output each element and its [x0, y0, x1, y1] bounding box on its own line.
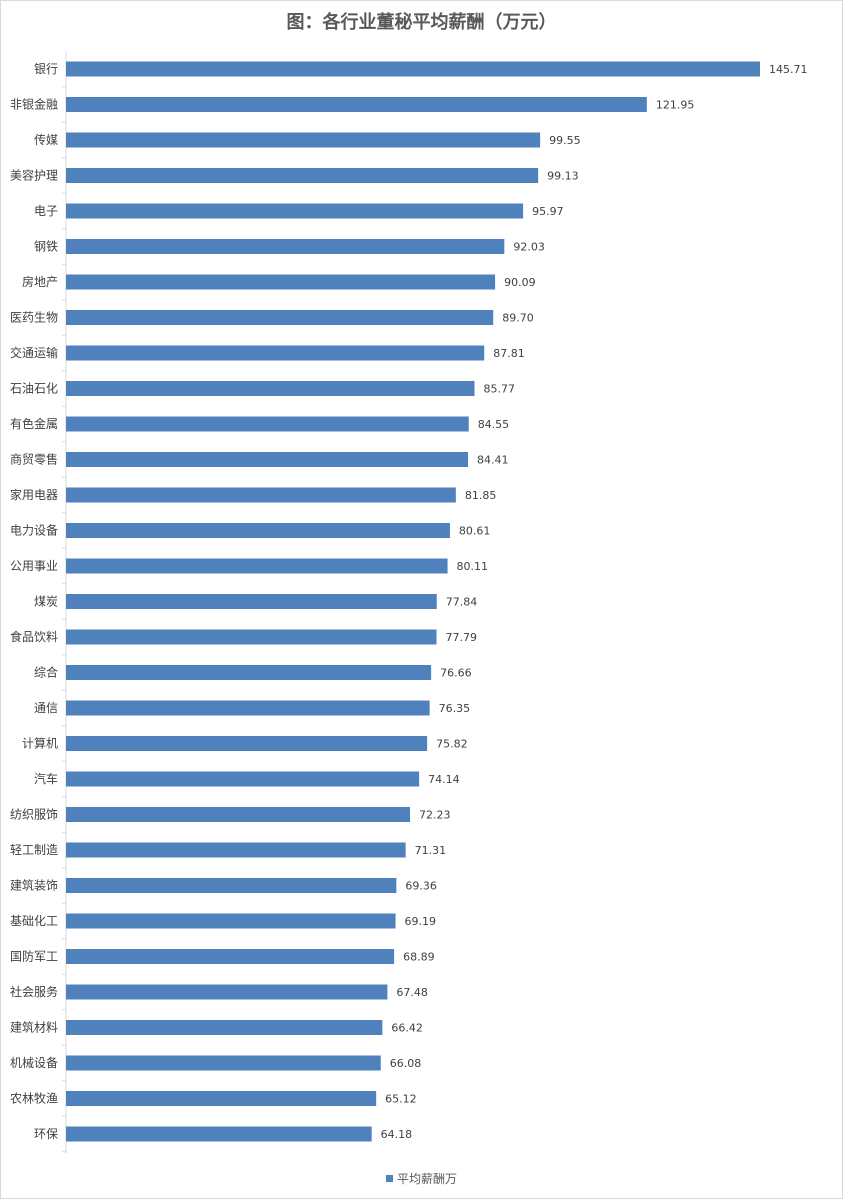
category-label: 食品饮料 [10, 629, 58, 644]
category-label: 环保 [34, 1127, 58, 1141]
category-label: 纺织服饰 [10, 808, 58, 822]
bar [66, 345, 485, 361]
legend-label: 平均薪酬万 [397, 1172, 458, 1186]
category-label: 计算机 [22, 736, 58, 751]
legend-swatch [386, 1175, 393, 1182]
data-label: 71.31 [415, 844, 447, 857]
data-label: 69.19 [405, 915, 437, 928]
bar [66, 416, 469, 432]
data-label: 81.85 [465, 489, 497, 502]
category-label: 机械设备 [10, 1055, 58, 1070]
data-label: 77.84 [446, 596, 478, 609]
bar [66, 807, 411, 822]
category-label: 建筑材料 [10, 1020, 58, 1035]
bar [66, 700, 430, 716]
data-label: 69.36 [405, 880, 437, 893]
data-label: 68.89 [403, 951, 435, 964]
data-label: 66.42 [391, 1022, 423, 1035]
bar [66, 239, 505, 254]
category-label: 家用电器 [10, 487, 58, 502]
data-label: 95.97 [532, 205, 564, 218]
category-label: 通信 [34, 701, 58, 715]
data-label: 145.71 [769, 63, 808, 76]
data-label: 75.82 [436, 738, 468, 751]
category-label: 石油石化 [10, 382, 58, 396]
data-label: 92.03 [513, 241, 545, 254]
bar [66, 310, 494, 325]
data-label: 72.23 [419, 809, 451, 822]
bar [66, 949, 395, 964]
data-label: 76.66 [440, 667, 472, 680]
data-label: 65.12 [385, 1093, 417, 1106]
bar [66, 1126, 372, 1142]
category-label: 有色金属 [10, 416, 58, 431]
bar [66, 203, 524, 219]
category-label: 房地产 [22, 274, 58, 289]
chart-title: 图：各行业董秘平均薪酬（万元） [286, 12, 557, 33]
category-label: 钢铁 [34, 240, 58, 254]
category-label: 非银金融 [10, 97, 58, 112]
category-label: 汽车 [34, 771, 58, 786]
category-label: 建筑装饰 [10, 878, 58, 893]
category-label: 美容护理 [10, 168, 58, 183]
category-label: 商贸零售 [10, 452, 58, 467]
data-label: 80.11 [457, 560, 489, 573]
bar [66, 984, 388, 1000]
category-label: 公用事业 [10, 559, 58, 573]
data-label: 67.48 [396, 986, 428, 999]
bar [66, 1055, 381, 1071]
bar [66, 594, 437, 609]
bar [66, 487, 456, 503]
category-label: 电子 [34, 204, 58, 218]
category-label: 电力设备 [10, 524, 58, 538]
bar [66, 629, 437, 645]
bar [66, 97, 647, 112]
data-label: 85.77 [484, 383, 516, 396]
bar [66, 381, 475, 396]
bar [66, 61, 760, 77]
category-label: 银行 [34, 62, 58, 76]
data-label: 99.55 [549, 134, 581, 147]
data-label: 84.55 [478, 418, 510, 431]
category-label: 基础化工 [10, 914, 58, 928]
bar [66, 523, 450, 538]
data-label: 90.09 [504, 276, 536, 289]
data-label: 77.79 [446, 631, 478, 644]
bar [66, 132, 541, 148]
category-label: 传媒 [34, 132, 58, 147]
category-label: 农林牧渔 [10, 1092, 58, 1106]
bar [66, 452, 469, 467]
data-label: 80.61 [459, 525, 491, 538]
bar [66, 665, 432, 680]
bar [66, 168, 539, 183]
category-label: 煤炭 [34, 595, 58, 609]
category-label: 交通运输 [10, 345, 58, 360]
data-label: 76.35 [439, 702, 471, 715]
data-label: 74.14 [428, 773, 460, 786]
category-label: 综合 [34, 665, 58, 680]
category-label: 医药生物 [10, 311, 58, 325]
category-label: 社会服务 [10, 984, 58, 999]
bar [66, 771, 420, 787]
bar [66, 736, 428, 751]
bar [66, 842, 406, 858]
category-label: 国防军工 [10, 949, 58, 964]
category-label: 轻工制造 [10, 843, 58, 857]
legend: 平均薪酬万 [386, 1170, 457, 1187]
bar [66, 1091, 377, 1106]
bar [66, 558, 448, 574]
data-label: 99.13 [547, 170, 579, 183]
data-label: 66.08 [390, 1057, 422, 1070]
bar [66, 913, 396, 929]
data-label: 84.41 [477, 454, 509, 467]
data-label: 64.18 [381, 1128, 413, 1141]
bar [66, 1020, 383, 1035]
bar [66, 274, 496, 290]
bar [66, 878, 397, 893]
data-label: 121.95 [656, 99, 695, 112]
data-label: 87.81 [493, 347, 525, 360]
data-label: 89.70 [502, 312, 534, 325]
